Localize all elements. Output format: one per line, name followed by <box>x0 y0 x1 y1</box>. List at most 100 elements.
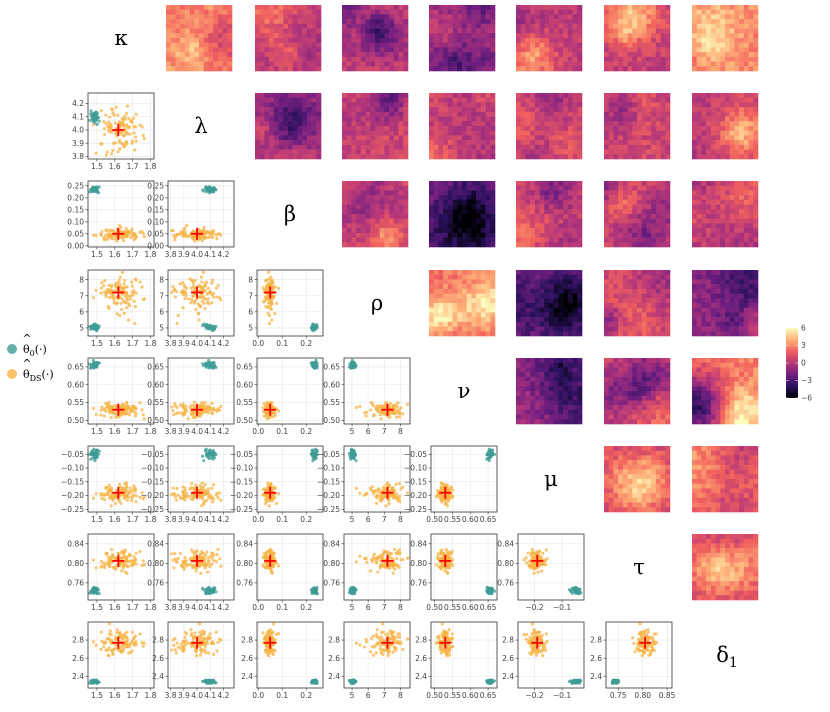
heatmap-cell <box>753 9 759 15</box>
heatmap-cell <box>530 185 536 191</box>
heatmap-cell <box>622 288 628 294</box>
heatmap-cell <box>563 204 569 210</box>
heatmap-cell <box>725 209 731 215</box>
heatmap-cell <box>715 242 721 248</box>
heatmap-cell <box>311 107 317 113</box>
heatmap-cell <box>641 116 647 122</box>
heatmap-cell <box>398 93 404 99</box>
heatmap-cell <box>471 135 477 141</box>
heatmap-cell <box>622 23 628 29</box>
heatmap-cell <box>370 121 376 127</box>
heatmap-cell <box>553 130 559 136</box>
heatmap-cell <box>743 47 749 53</box>
heatmap-cell <box>706 47 712 53</box>
heatmap-cell <box>452 237 458 243</box>
heatmap-cell <box>539 312 545 318</box>
heatmap-cell <box>637 199 643 205</box>
heatmap-cell <box>370 9 376 15</box>
heatmap-cell <box>544 270 550 276</box>
heatmap-cell <box>618 209 624 215</box>
heatmap-cell <box>577 232 583 238</box>
heatmap-cell <box>342 52 348 58</box>
heatmap-cell <box>604 372 610 378</box>
heatmap-cell <box>476 279 482 285</box>
heatmap-cell <box>288 121 294 127</box>
heatmap-cell <box>720 5 726 11</box>
heatmap-cell <box>655 414 661 420</box>
heatmap-cell <box>544 5 550 11</box>
heatmap-cell <box>302 19 308 25</box>
heatmap-cell <box>646 409 652 415</box>
heatmap-cell <box>743 204 749 210</box>
heatmap-cell <box>632 228 638 234</box>
heatmap-cell <box>490 190 496 196</box>
heatmap-cell <box>549 381 555 387</box>
heatmap-cell <box>665 232 671 238</box>
heatmap-cell <box>462 130 468 136</box>
heatmap-cell <box>710 214 716 220</box>
heatmap-cell <box>696 321 702 327</box>
heatmap-cell <box>729 317 735 323</box>
heatmap-cell <box>175 42 181 48</box>
heatmap-cell <box>549 358 555 364</box>
heatmap-cell <box>743 42 749 48</box>
heatmap-cell <box>632 284 638 290</box>
heatmap-cell <box>577 381 583 387</box>
heatmap-cell <box>632 14 638 20</box>
heatmap-cell <box>558 391 564 397</box>
heatmap-cell <box>660 395 666 401</box>
heatmap-cell <box>485 223 491 229</box>
heatmap-cell <box>753 303 759 309</box>
heatmap-cell <box>720 185 726 191</box>
heatmap-cell <box>563 331 569 337</box>
heatmap-cell <box>466 298 472 304</box>
heatmap-cell <box>651 223 657 229</box>
heatmap-cell <box>696 23 702 29</box>
heatmap-cell <box>655 209 661 215</box>
heatmap-cell <box>217 47 223 53</box>
heatmap-cell <box>604 386 610 392</box>
heatmap-cell <box>462 126 468 132</box>
heatmap-cell <box>306 19 312 25</box>
heatmap-cell <box>379 126 385 132</box>
heatmap-cell <box>534 121 540 127</box>
heatmap-cell <box>283 47 289 53</box>
heatmap-cell <box>466 312 472 318</box>
heatmap-cell <box>384 135 390 141</box>
heatmap-cell <box>457 293 463 299</box>
heatmap-cell <box>447 97 453 103</box>
heatmap-cell <box>743 307 749 313</box>
heatmap-cell <box>627 298 633 304</box>
heatmap-cell <box>316 33 322 39</box>
heatmap-cell <box>715 199 721 205</box>
heatmap-cell <box>739 381 745 387</box>
heatmap-cell <box>558 321 564 327</box>
heatmap-cell <box>520 303 526 309</box>
heatmap-cell <box>696 144 702 150</box>
heatmap-cell <box>471 270 477 276</box>
heatmap-cell <box>692 97 698 103</box>
heatmap-cell <box>753 47 759 53</box>
heatmap-cell <box>208 61 214 67</box>
heatmap-cell <box>346 181 352 187</box>
heatmap-cell <box>710 144 716 150</box>
heatmap-cell <box>692 42 698 48</box>
heatmap-cell <box>184 66 190 72</box>
heatmap-cell <box>641 140 647 146</box>
heatmap-cell <box>520 38 526 44</box>
heatmap-cell <box>701 288 707 294</box>
heatmap-cell <box>264 61 270 67</box>
heatmap-cell <box>302 135 308 141</box>
heatmap-cell <box>701 381 707 387</box>
heatmap-cell <box>360 47 366 53</box>
heatmap-cell <box>729 409 735 415</box>
heatmap-cell <box>429 284 435 290</box>
heatmap-cell <box>438 317 444 323</box>
heatmap-cell <box>720 284 726 290</box>
heatmap-cell <box>655 270 661 276</box>
heatmap-cell <box>729 331 735 337</box>
heatmap-cell <box>194 38 200 44</box>
heatmap-cell <box>655 61 661 67</box>
heatmap-cell <box>567 223 573 229</box>
heatmap-cell <box>549 135 555 141</box>
